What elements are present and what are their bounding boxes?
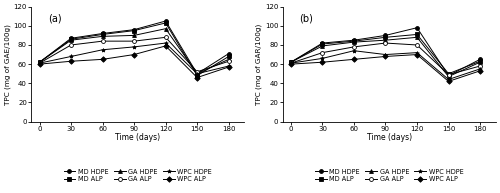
X-axis label: Time (days): Time (days): [115, 133, 160, 142]
X-axis label: Time (days): Time (days): [366, 133, 412, 142]
Y-axis label: TPC (mg of GAE/100g): TPC (mg of GAE/100g): [4, 24, 10, 105]
Y-axis label: TPC (mg of GAR/100g): TPC (mg of GAR/100g): [256, 24, 262, 105]
Text: (b): (b): [300, 14, 314, 24]
Legend: MD HDPE, MD ALP, GA HDPE, GA ALP, WPC HDPE, WPC ALP: MD HDPE, MD ALP, GA HDPE, GA ALP, WPC HD…: [315, 168, 464, 183]
Legend: MD HDPE, MD ALP, GA HDPE, GA ALP, WPC HDPE, WPC ALP: MD HDPE, MD ALP, GA HDPE, GA ALP, WPC HD…: [64, 168, 212, 183]
Text: (a): (a): [48, 14, 62, 24]
